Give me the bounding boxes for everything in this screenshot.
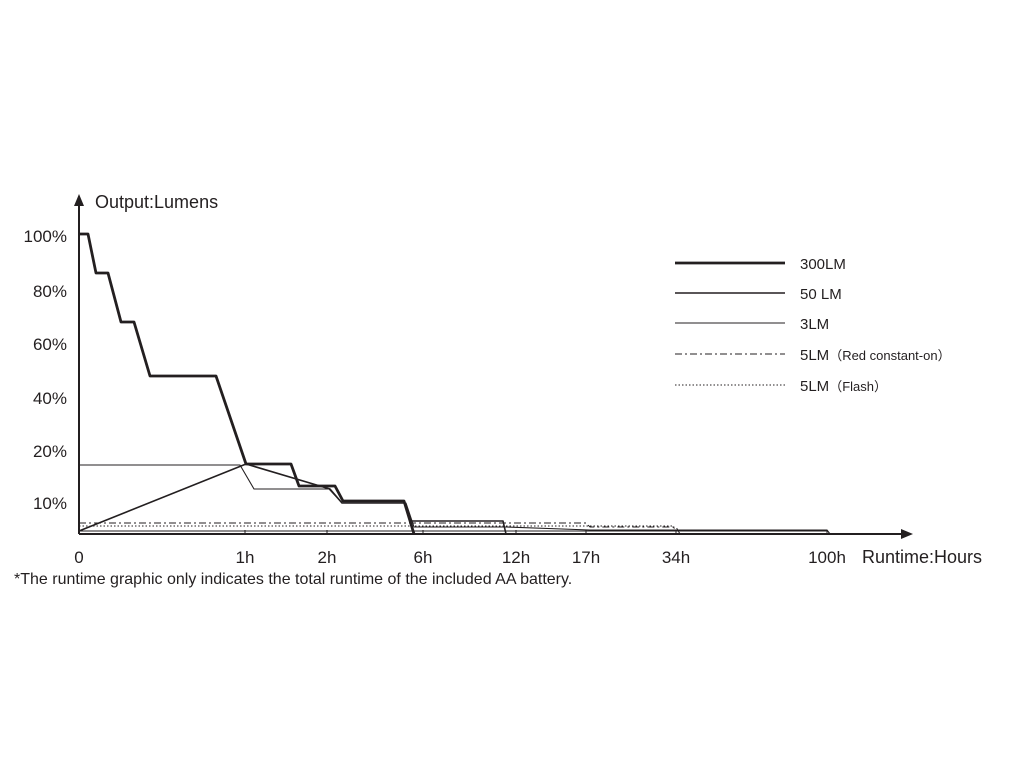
axes: 100% 80% 60% 40% 20% 10% 0 1h 2h 6h 12h 17h 34h 100h O… — [24, 192, 983, 567]
x-axis-arrow — [901, 529, 913, 539]
series-line-3 — [79, 464, 831, 535]
legend: 300LM 50 LM 3LM 5LM（Red constant-on） 5LM（Fla… — [675, 256, 951, 395]
x-tick-label: 12h — [502, 548, 530, 567]
legend-item: 5LM（Red constant-on） — [675, 347, 951, 364]
legend-item: 3LM — [675, 316, 829, 333]
legend-label: 50 LM — [800, 286, 842, 303]
x-tick-label: 1h — [236, 548, 255, 567]
legend-item: 5LM（Flash） — [675, 378, 887, 395]
y-axis-title: Output:Lumens — [95, 192, 218, 212]
footnote: *The runtime graphic only indicates the … — [14, 571, 573, 588]
legend-label: 5LM（Red constant-on） — [800, 347, 951, 364]
legend-item: 300LM — [675, 256, 846, 273]
series-line-4 — [79, 522, 681, 535]
x-tick-label: 17h — [572, 548, 600, 567]
legend-label: 5LM（Flash） — [800, 378, 887, 395]
y-tick-label: 60% — [33, 335, 67, 354]
legend-label: 3LM — [800, 316, 829, 333]
legend-note: （Red constant-on） — [829, 348, 950, 363]
x-axis-title: Runtime:Hours — [862, 547, 982, 567]
x-tick-label: 34h — [662, 548, 690, 567]
y-axis-arrow — [74, 194, 84, 206]
y-tick-label: 10% — [33, 494, 67, 513]
series-line-5 — [79, 525, 827, 531]
series-layer — [78, 232, 831, 535]
x-tick-label: 0 — [74, 548, 83, 567]
legend-note: （Flash） — [829, 379, 887, 394]
y-tick-label: 100% — [24, 227, 67, 246]
x-tick-label: 6h — [414, 548, 433, 567]
legend-label: 300LM — [800, 256, 846, 273]
x-tick-label: 100h — [808, 548, 846, 567]
y-tick-label: 20% — [33, 442, 67, 461]
y-tick-label: 80% — [33, 282, 67, 301]
x-tick-label: 2h — [318, 548, 337, 567]
legend-item: 50 LM — [675, 286, 842, 303]
series-line-1 — [79, 232, 416, 535]
y-tick-label: 40% — [33, 389, 67, 408]
